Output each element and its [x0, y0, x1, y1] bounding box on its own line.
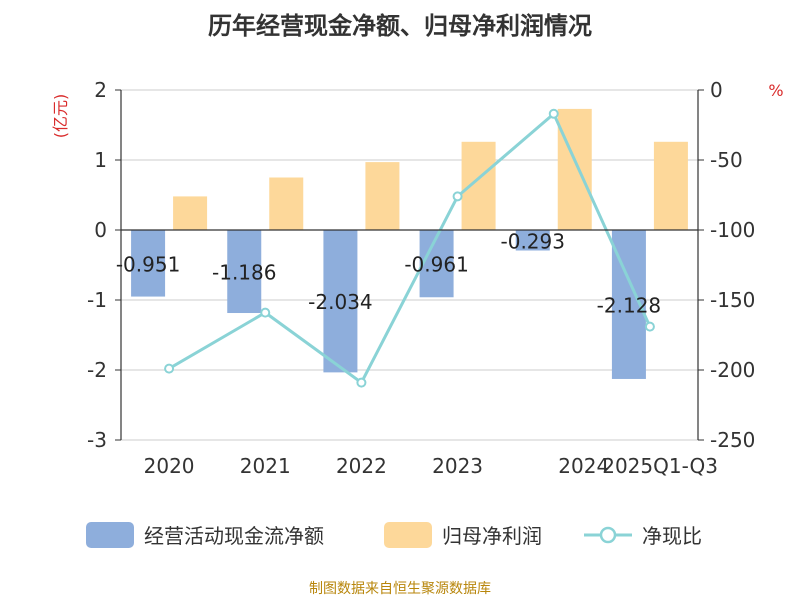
point-ratio — [644, 321, 655, 332]
x-tick-label: 2025Q1-Q3 — [602, 454, 718, 478]
bar-profit — [461, 141, 496, 230]
left-tick-label: 2 — [94, 78, 107, 102]
line-layer — [164, 108, 655, 388]
data-label-cashflow: -0.293 — [501, 229, 565, 253]
right-axis-unit: % — [768, 81, 783, 100]
legend-item-cashflow: 经营活动现金流净额 — [86, 520, 324, 549]
left-tick-label: -2 — [87, 358, 107, 382]
right-tick-label: 0 — [710, 78, 723, 102]
left-tick-label: -3 — [87, 428, 107, 452]
x-tick-label: 2020 — [144, 454, 195, 478]
legend-swatch-cashflow — [86, 521, 134, 548]
left-tick-label: 1 — [94, 148, 107, 172]
bar-profit — [653, 141, 688, 230]
bar-cashflow — [323, 230, 358, 373]
right-tick-label: -200 — [710, 358, 755, 382]
bar-profit — [365, 162, 400, 230]
point-ratio — [548, 108, 559, 119]
bar-cashflow — [131, 230, 166, 297]
right-tick-label: -50 — [710, 148, 743, 172]
legend-swatch-ratio — [584, 526, 632, 543]
legend-swatch-profit — [384, 521, 432, 548]
right-tick-label: -100 — [710, 218, 755, 242]
bars-layer — [131, 108, 688, 379]
line-ratio — [168, 111, 652, 385]
x-tick-label: 2022 — [336, 454, 387, 478]
data-label-cashflow: -0.961 — [404, 253, 468, 277]
right-tick-label: -150 — [710, 288, 755, 312]
x-tick-label: 2024 — [558, 454, 609, 478]
left-axis-unit: (亿元) — [51, 94, 70, 139]
data-label-cashflow: -2.128 — [597, 293, 661, 317]
bar-profit — [557, 108, 592, 230]
footer-source: 制图数据来自恒生聚源数据库 — [309, 581, 491, 597]
bar-cashflow — [515, 230, 550, 251]
legend-label-cashflow: 经营活动现金流净额 — [144, 524, 324, 548]
legend-label-profit: 归母净利润 — [442, 524, 542, 548]
point-ratio — [164, 363, 175, 374]
legend-label-ratio: 净现比 — [642, 524, 702, 548]
point-ratio — [356, 377, 367, 388]
data-label-cashflow: -0.951 — [116, 252, 180, 276]
x-tick-label: 2023 — [432, 454, 483, 478]
bar-profit — [269, 177, 304, 230]
right-tick-label: -250 — [710, 428, 755, 452]
x-tick-label: 2021 — [240, 454, 291, 478]
legend-item-ratio: 净现比 — [584, 520, 702, 549]
bar-cashflow — [227, 230, 262, 314]
legend-item-profit: 归母净利润 — [384, 520, 542, 549]
data-label-cashflow: -2.034 — [308, 290, 372, 314]
grid-layer — [121, 89, 698, 441]
bar-cashflow — [419, 230, 454, 298]
bar-profit — [173, 196, 208, 230]
data-label-cashflow: -1.186 — [212, 261, 276, 285]
point-ratio — [452, 191, 463, 202]
point-ratio — [260, 307, 271, 318]
left-tick-label: 0 — [94, 218, 107, 242]
labels-layer: -0.951 -1.186 -2.034 -0.961 -0.293 -2.128 — [116, 229, 661, 317]
axis-layer: 2 1 0 -1 -2 -3 0 -50 -100 -150 -200 -250 2020 2021 202… — [87, 78, 755, 478]
left-tick-label: -1 — [87, 288, 107, 312]
chart-title: 历年经营现金净额、归母净利润情况 — [208, 12, 592, 40]
